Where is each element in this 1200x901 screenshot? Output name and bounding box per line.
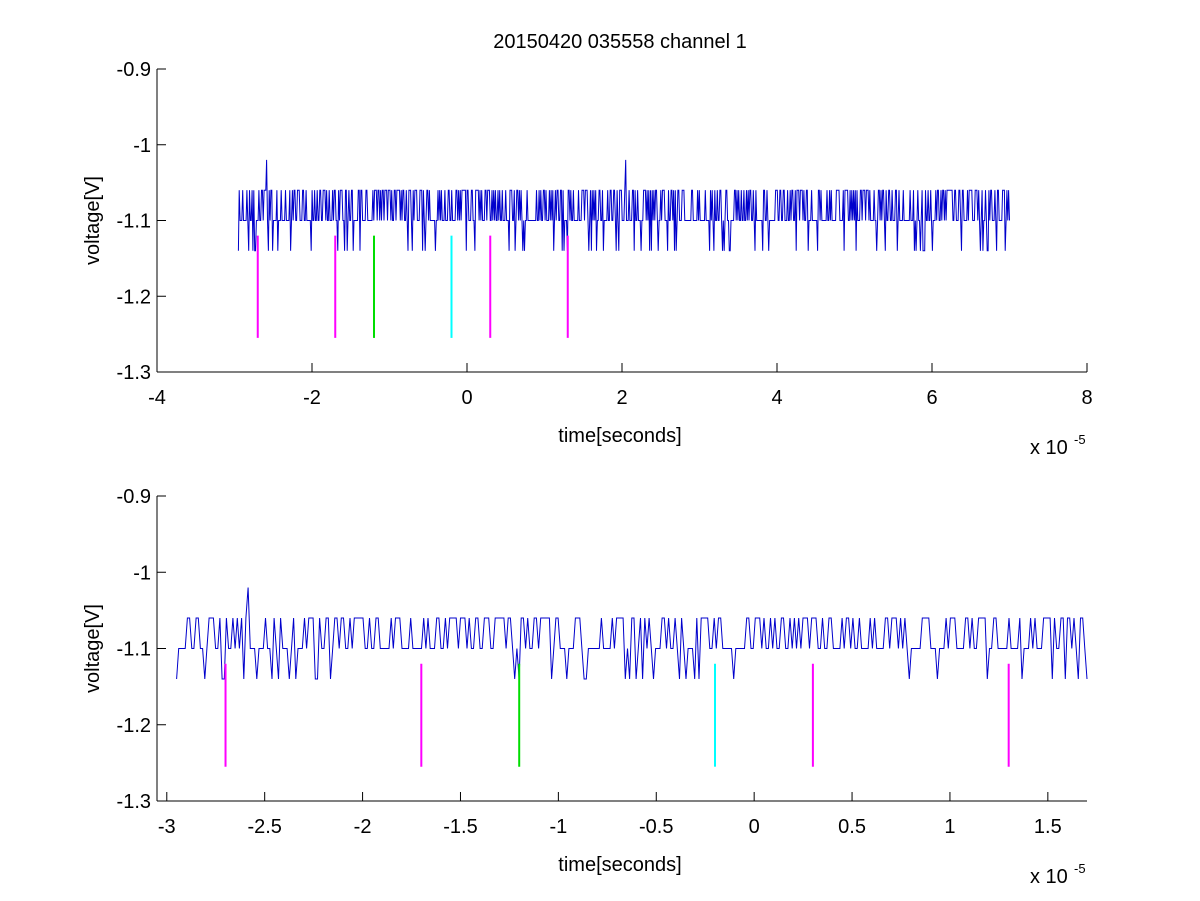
y-tick-label: -1	[133, 135, 151, 157]
x-exponent-label: x 10	[1030, 437, 1068, 459]
x-tick-label: 0	[749, 816, 760, 838]
y-tick-label: -0.9	[117, 486, 151, 508]
y-tick-label: -1.3	[117, 791, 151, 813]
x-tick-label: -4	[148, 387, 166, 409]
x-tick-label: 1.5	[1034, 816, 1062, 838]
bottom-axes: -3 -2.5 -2 -1.5 -1 -0.5 0 0.5 1 1.5 -0.9 -1 -1.1 -1.2…	[82, 486, 1088, 888]
y-axis-label: voltage[V]	[82, 604, 104, 693]
y-tick-label: -0.9	[117, 59, 151, 81]
x-tick-label: 2	[616, 387, 627, 409]
x-tick-label: -1	[549, 816, 567, 838]
x-tick-label: 0	[461, 387, 472, 409]
x-tick-label: -0.5	[639, 816, 673, 838]
x-tick-label: 6	[926, 387, 937, 409]
x-tick-label: -2	[303, 387, 321, 409]
top-axes: -4 -2 0 2 4 6 8 -0.9 -1 -1.1 -1.2 -1.3 time[seconds]…	[82, 59, 1093, 459]
x-axis-label: time[seconds]	[558, 425, 681, 447]
x-tick-label: -1.5	[443, 816, 477, 838]
figure-title: 20150420 035558 channel 1	[493, 31, 747, 53]
voltage-trace-line	[176, 587, 1088, 680]
x-tick-label: 4	[771, 387, 782, 409]
x-tick-label: 0.5	[838, 816, 866, 838]
x-tick-label: 1	[944, 816, 955, 838]
y-tick-label: -1	[133, 562, 151, 584]
y-tick-label: -1.2	[117, 286, 151, 308]
x-tick-label: -2	[354, 816, 372, 838]
x-exponent: -5	[1074, 432, 1086, 447]
x-tick-label: -2.5	[247, 816, 281, 838]
x-exponent: -5	[1074, 861, 1086, 876]
x-exponent-label: x 10	[1030, 866, 1068, 888]
y-tick-label: -1.1	[117, 211, 151, 233]
x-tick-label: 8	[1081, 387, 1092, 409]
y-tick-label: -1.3	[117, 362, 151, 384]
y-tick-label: -1.2	[117, 715, 151, 737]
voltage-trace-line	[237, 159, 1010, 252]
x-axis-label: time[seconds]	[558, 854, 681, 876]
y-tick-label: -1.1	[117, 639, 151, 661]
x-tick-label: -3	[158, 816, 176, 838]
y-axis-label: voltage[V]	[82, 176, 104, 265]
